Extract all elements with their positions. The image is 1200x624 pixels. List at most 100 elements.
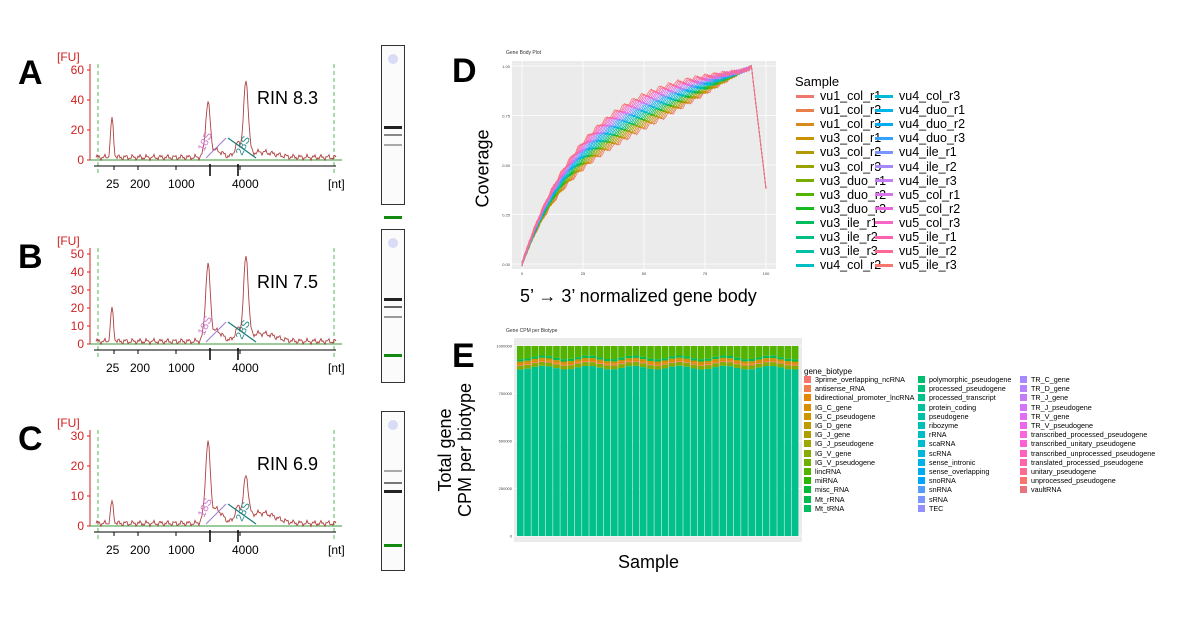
- biotype-swatch: [1020, 458, 1027, 466]
- biotype-label: IG_C_gene: [815, 402, 852, 412]
- coverage-y-tick: 0.25: [502, 213, 511, 218]
- biotype-legend-item: snoRNA: [918, 476, 956, 485]
- biotype-swatch: [918, 495, 925, 503]
- coverage-series-line: [521, 65, 767, 262]
- biotype-bar-segment: [582, 359, 589, 362]
- biotype-bar-protein-coding: [574, 367, 582, 536]
- biotype-bar-segment: [560, 346, 568, 360]
- biotype-legend-item: pseudogene: [918, 412, 969, 421]
- biotype-bar-protein-coding: [517, 369, 524, 536]
- biotype-legend-item: IG_D_gene: [804, 421, 852, 430]
- biotype-bar-segment: [719, 361, 727, 363]
- biotype-label: scRNA: [929, 448, 952, 458]
- legend-swatch: [796, 94, 814, 98]
- panel-letter-d: D: [452, 52, 477, 90]
- gel-band: [384, 316, 402, 318]
- biotype-bar-segment: [596, 363, 604, 364]
- biotype-bar-segment: [654, 365, 662, 370]
- biotype-bar-protein-coding: [719, 365, 727, 536]
- biotype-swatch: [804, 495, 811, 503]
- biotype-bar-segment: [668, 358, 676, 361]
- biotype-bar-segment: [531, 362, 539, 364]
- biotype-bar-segment: [538, 359, 546, 362]
- biotype-bar-segment: [639, 356, 647, 360]
- biotype-bar-segment: [517, 365, 524, 366]
- coverage-x-tick: 100: [763, 271, 770, 276]
- biotype-legend-item: translated_processed_pseudogene: [1020, 458, 1143, 467]
- biotype-label: sense_intronic: [929, 457, 976, 467]
- biotype-bar-segment: [668, 346, 676, 357]
- biotype-bar-segment: [762, 355, 770, 359]
- biotype-bar-segment: [625, 358, 633, 361]
- biotype-bar-protein-coding: [618, 367, 625, 536]
- coverage-x-tick: 50: [642, 271, 647, 276]
- biotype-bar-segment: [603, 346, 611, 360]
- biotype-legend-item: scaRNA: [918, 439, 955, 448]
- fu-unit-label: [FU]: [57, 50, 80, 64]
- biotype-bar-segment: [625, 362, 633, 367]
- legend-item: vu5_col_r3: [875, 216, 960, 230]
- biotype-bar-segment: [661, 346, 669, 359]
- biotype-legend-item: scRNA: [918, 449, 951, 458]
- biotype-bar-protein-coding: [690, 368, 698, 536]
- biotype-bar-segment: [589, 362, 596, 367]
- biotype-legend-item: lincRNA: [804, 467, 841, 476]
- biotype-bar-segment: [625, 346, 633, 356]
- biotype-swatch: [1020, 440, 1027, 448]
- biotype-label: IG_V_gene: [815, 448, 852, 458]
- y-tick-label: 20: [70, 301, 84, 315]
- biotype-bar-segment: [618, 363, 625, 365]
- biotype-bar-segment: [777, 359, 784, 362]
- biotype-bar-segment: [784, 365, 792, 370]
- biotype-legend-item: IG_C_pseudogene: [804, 412, 875, 421]
- biotype-bar-protein-coding: [755, 367, 763, 536]
- legend-item: vu1_col_r2: [796, 103, 881, 117]
- legend-label: vu5_col_r1: [899, 187, 961, 202]
- biotype-label: lincRNA: [815, 467, 841, 476]
- biotype-bar-segment: [647, 346, 654, 359]
- biotype-bar-segment: [791, 359, 799, 362]
- biotype-legend-item: 3prime_overlapping_ncRNA: [804, 375, 905, 384]
- legend-item: vu3_duo_r1: [796, 174, 886, 188]
- x-tick-label: 4000: [232, 177, 259, 191]
- biotype-legend-item: polymorphic_pseudogene: [918, 375, 1011, 384]
- biotype-bar-segment: [567, 346, 575, 359]
- biotype-swatch: [1020, 486, 1027, 494]
- x-tick-label: 4000: [232, 361, 259, 375]
- biotype-bar-segment: [531, 356, 539, 359]
- legend-label: vu3_duo_r3: [820, 201, 887, 216]
- biotype-bar-segment: [762, 359, 770, 362]
- biotype-bar-segment: [683, 346, 690, 357]
- biotype-bar-segment: [560, 361, 568, 364]
- x-tick-label: 25: [106, 543, 120, 557]
- biotype-bar-protein-coding: [661, 368, 669, 536]
- biotype-bar-segment: [690, 364, 698, 369]
- biotype-swatch: [1020, 477, 1027, 485]
- marker-18s: [205, 137, 227, 159]
- biotype-legend-item: sense_intronic: [918, 458, 975, 467]
- biotype-bar-protein-coding: [596, 367, 604, 536]
- biotype-bar-segment: [553, 357, 560, 361]
- biotype-bar-segment: [632, 355, 640, 358]
- fu-unit-label: [FU]: [57, 234, 80, 248]
- legend-item: vu5_col_r2: [875, 202, 960, 216]
- gel-band: [384, 144, 402, 146]
- x-tick-label: 200: [130, 361, 151, 375]
- legend-swatch: [796, 179, 814, 183]
- biotype-bar-segment: [777, 362, 784, 364]
- legend-label: vu3_col_r2: [820, 145, 882, 160]
- coverage-x-tick: 25: [581, 271, 586, 276]
- biotype-bar-segment: [524, 358, 531, 361]
- cpm-axis-label-line1: Total gene: [435, 408, 455, 492]
- biotype-bar-segment: [611, 361, 618, 364]
- biotype-legend-item: TR_V_pseudogene: [1020, 421, 1093, 430]
- biotype-bar-segment: [596, 357, 604, 360]
- biotype-bar-segment: [762, 346, 770, 356]
- biotype-bar-segment: [668, 362, 676, 367]
- biotype-legend-item: snRNA: [918, 485, 952, 494]
- biotype-legend-item: TR_C_gene: [1020, 375, 1070, 384]
- biotype-bar-segment: [712, 362, 719, 364]
- biotype-bar-segment: [748, 363, 756, 365]
- coverage-y-tick: 0.75: [502, 114, 511, 119]
- gel-band: [384, 298, 402, 301]
